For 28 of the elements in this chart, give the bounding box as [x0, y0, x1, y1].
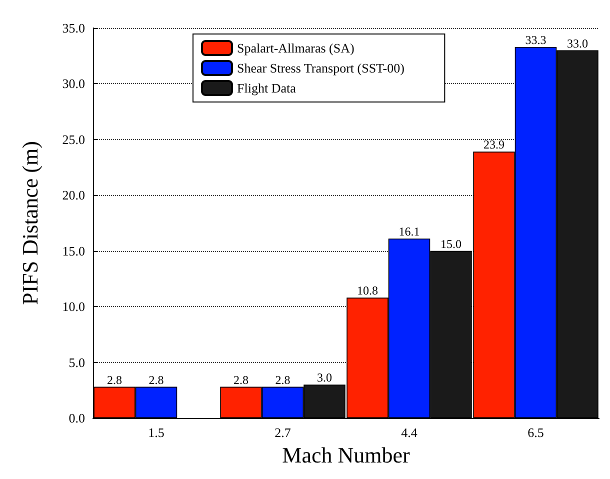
data-label: 2.8 — [234, 372, 249, 387]
y-tick-label: 30.0 — [62, 76, 85, 92]
data-label: 10.8 — [357, 284, 378, 298]
data-label: 15.0 — [440, 236, 462, 251]
y-tick-label: 25.0 — [62, 132, 85, 147]
x-tick-label: 2.7 — [274, 425, 292, 440]
y-tick-label: 0.0 — [68, 410, 85, 426]
x-tick-label: 1.5 — [148, 425, 164, 440]
x-tick-label: 4.4 — [401, 425, 418, 440]
y-tick-label: 5.0 — [68, 354, 85, 370]
data-label: 23.9 — [484, 138, 505, 152]
y-tick-label: 15.0 — [62, 243, 85, 258]
data-label: 33.0 — [566, 36, 588, 50]
data-label: 2.8 — [275, 372, 290, 387]
legend-label: Shear Stress Transport (SST-00) — [237, 60, 404, 76]
y-tick-label: 10.0 — [62, 299, 85, 314]
data-label: 3.0 — [316, 370, 332, 385]
data-label: 33.3 — [525, 32, 546, 47]
legend-label: Flight Data — [237, 80, 296, 96]
x-axis-title: Mach Number — [282, 442, 411, 468]
legend-label: Spalart-Allmaras (SA) — [237, 40, 354, 56]
data-label: 16.1 — [398, 224, 420, 239]
y-axis-title: PIFS Distance (m) — [18, 141, 42, 305]
data-label: 2.8 — [107, 372, 122, 387]
y-tick-label: 35.0 — [62, 20, 85, 36]
x-tick-label: 6.5 — [528, 425, 544, 440]
y-tick-label: 20.0 — [62, 188, 85, 203]
data-label: 2.8 — [148, 372, 164, 387]
